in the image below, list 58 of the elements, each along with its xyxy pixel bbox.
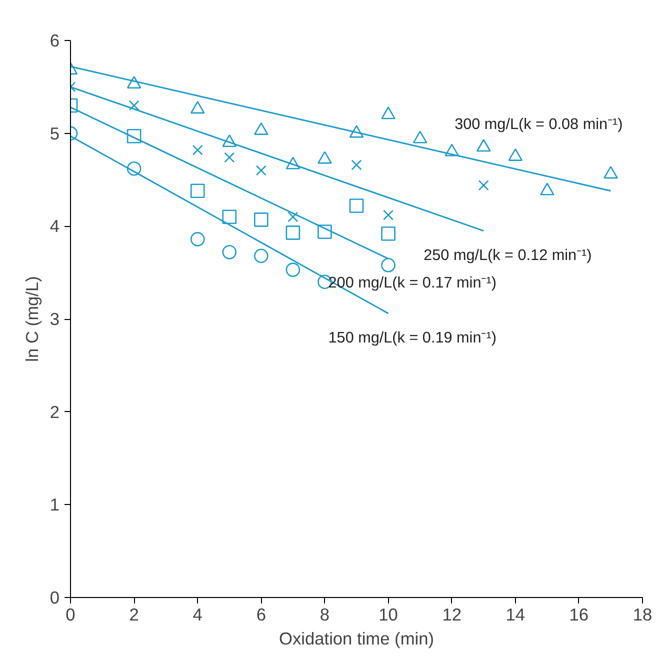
point: [224, 152, 235, 163]
y-tick-label: 2: [50, 402, 60, 422]
x-tick-label: 12: [442, 604, 462, 624]
point: [254, 248, 268, 264]
y-tick-label: 1: [50, 494, 60, 515]
y-tick-label: 4: [50, 216, 60, 236]
point: [286, 156, 300, 170]
point: [192, 144, 203, 156]
point: [254, 212, 268, 227]
point: [126, 128, 142, 144]
x-tick-label: 18: [632, 604, 652, 624]
point: [256, 165, 266, 176]
text: 150 mg/L(k = 0.19 min⁻¹): [328, 329, 496, 346]
x-tick-label: 14: [506, 604, 526, 624]
series-label: 300 mg/L(k = 0.08 min⁻¹): [454, 116, 623, 133]
point: [604, 166, 618, 179]
point: [349, 198, 364, 213]
y-axis-title: ln C (mg/L): [22, 276, 42, 362]
y-tick-label: 0: [50, 588, 60, 608]
point: [412, 130, 428, 144]
point: [351, 160, 362, 170]
x-tick-label: 2: [129, 604, 139, 624]
x-tick-label: 4: [192, 604, 203, 624]
x-tick-label: 16: [569, 604, 589, 624]
point: [349, 125, 364, 138]
point: [444, 144, 459, 156]
point: [190, 232, 205, 246]
point: [222, 210, 237, 224]
point: [381, 226, 396, 241]
point: [381, 258, 396, 272]
text: 250 mg/L(k = 0.12 min⁻¹): [424, 246, 592, 264]
point: [222, 245, 237, 260]
y-tick-label: 3: [50, 309, 60, 329]
point: [126, 161, 142, 176]
point: [476, 139, 491, 152]
point: [478, 180, 489, 191]
point: [318, 151, 332, 164]
x-tick-label: 10: [378, 604, 398, 624]
point: [288, 212, 298, 222]
point: [254, 122, 268, 135]
point: [508, 148, 523, 161]
point: [318, 224, 332, 239]
point: [540, 182, 554, 196]
point: [222, 134, 237, 148]
y-tick-label: 5: [50, 123, 60, 144]
point: [128, 100, 140, 111]
x-tick-label: 6: [256, 604, 266, 624]
point: [286, 262, 300, 277]
point: [126, 76, 142, 89]
point: [190, 184, 205, 198]
x-tick-label: 8: [320, 604, 330, 624]
point: [381, 106, 396, 120]
y-tick-label: 6: [50, 30, 60, 50]
point: [286, 226, 300, 240]
point: [383, 210, 394, 220]
x-tick-label: 0: [66, 604, 76, 624]
x-axis-title: Oxidation time (min): [278, 628, 434, 648]
point: [190, 101, 205, 114]
